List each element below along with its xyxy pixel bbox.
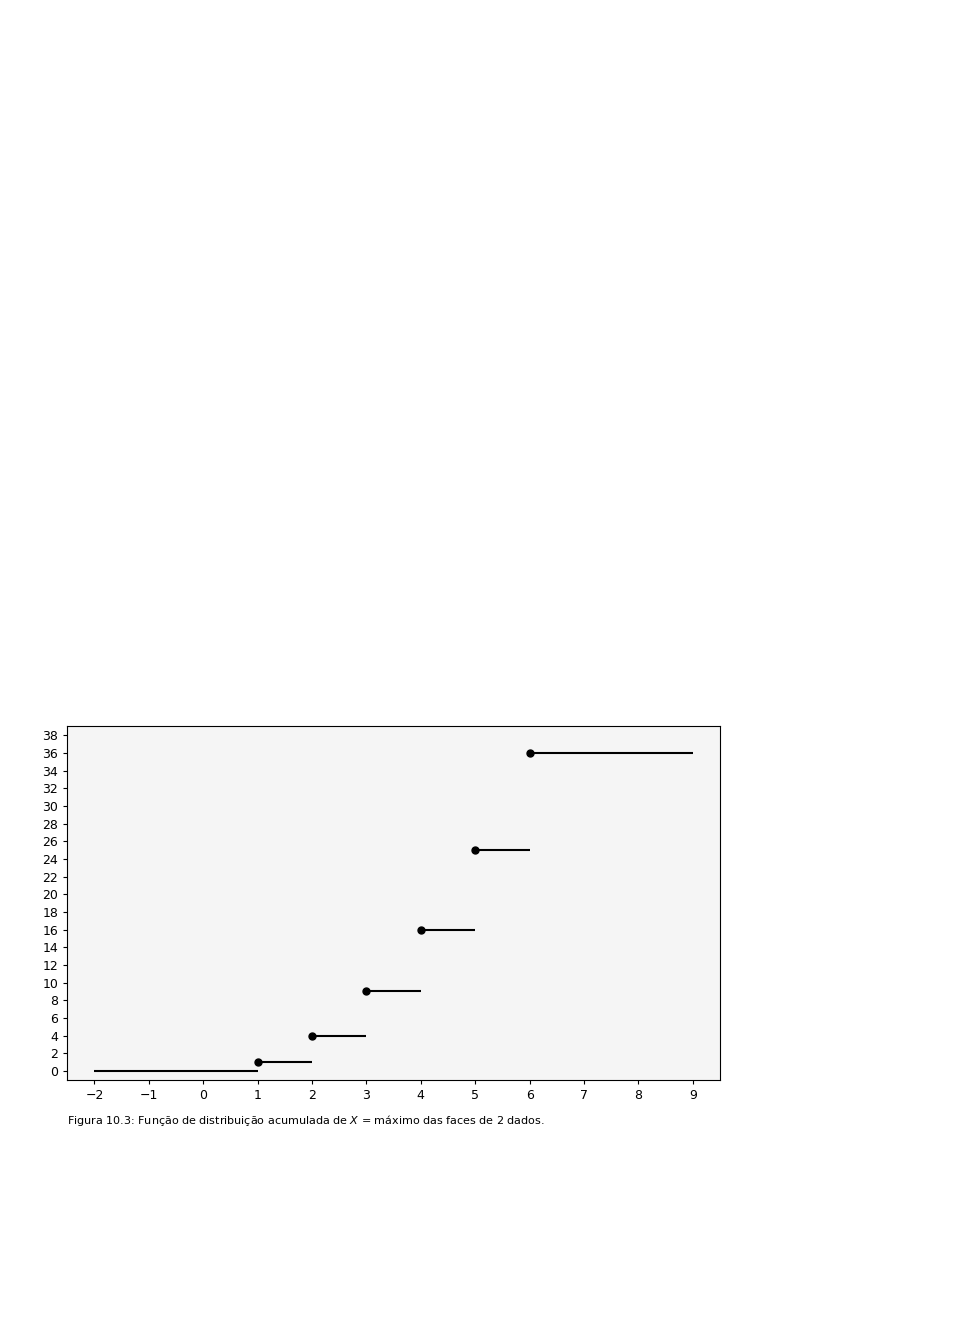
Text: Figura 10.3: Função de distribuição acumulada de $X$ = máximo das faces de 2 dad: Figura 10.3: Função de distribuição acum… bbox=[67, 1113, 545, 1128]
